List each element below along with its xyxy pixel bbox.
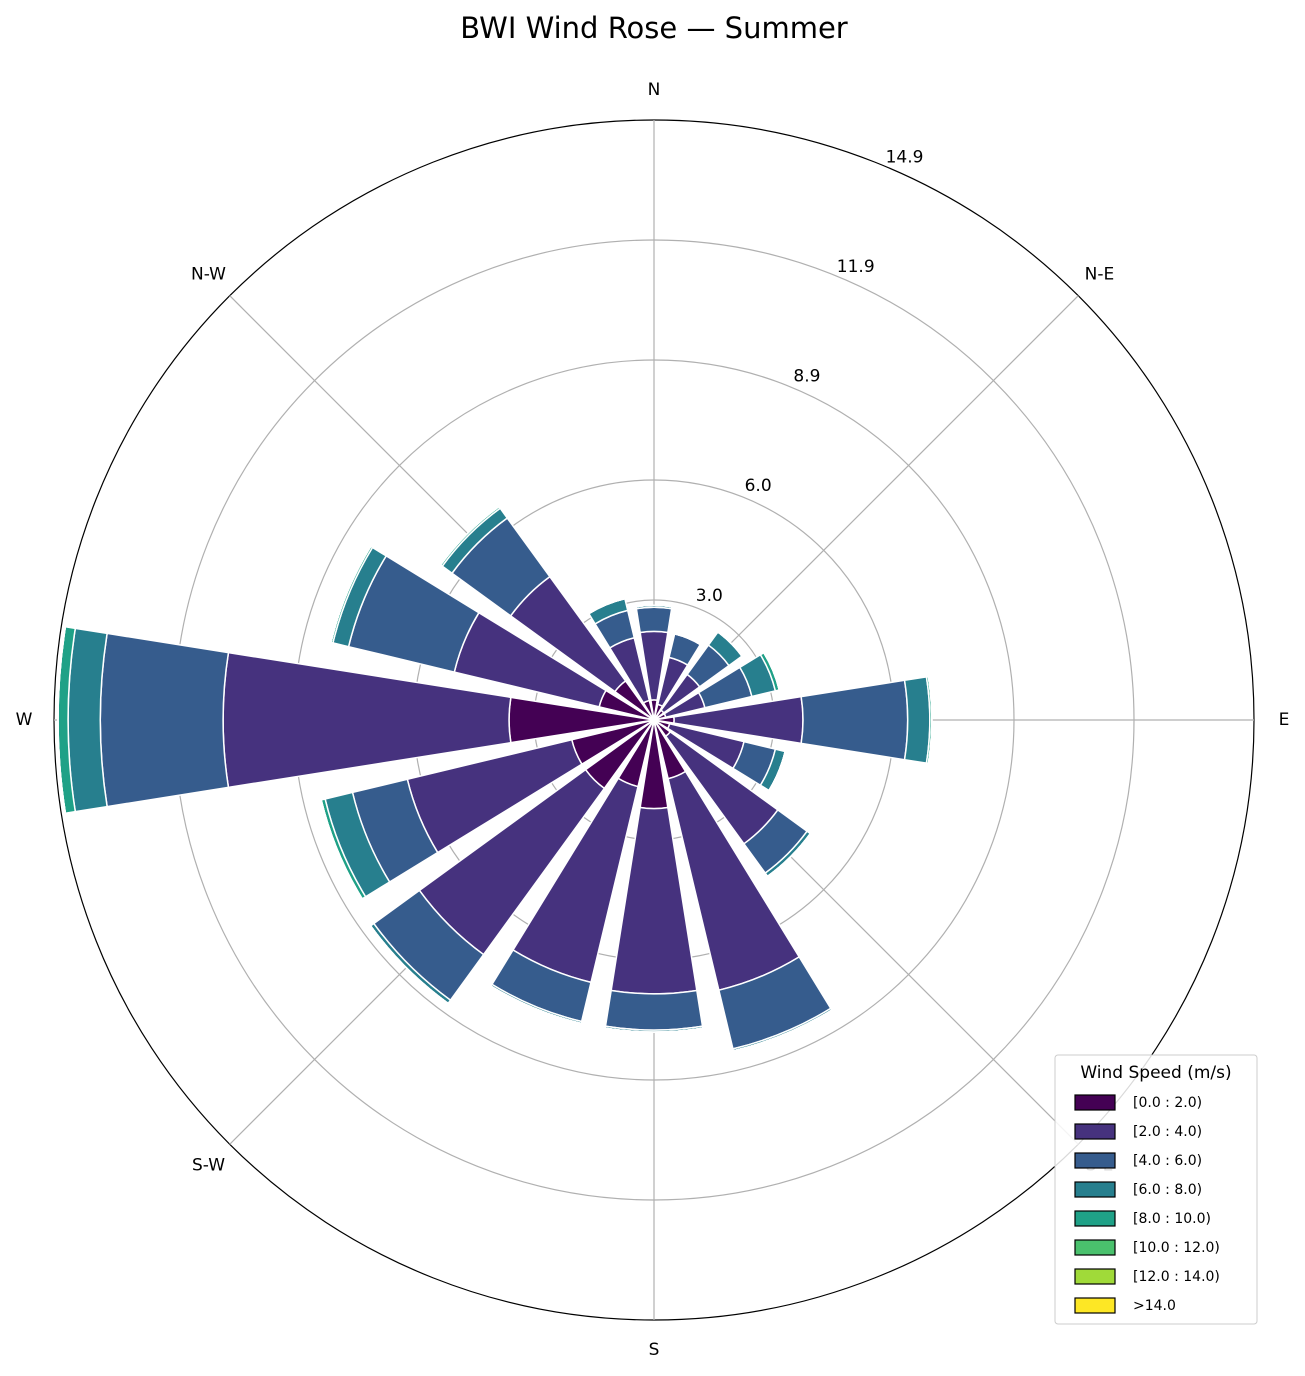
legend-swatch [1074, 1152, 1116, 1169]
legend: Wind Speed (m/s) [0.0 : 2.0) [2.0 : 4.0) [… [1054, 1054, 1258, 1325]
legend-box [1054, 1054, 1258, 1325]
legend-swatch [1074, 1210, 1116, 1227]
legend-label: [2.0 : 4.0) [1133, 1124, 1202, 1140]
bar-segment [604, 989, 704, 1031]
direction-label: S-W [192, 1155, 225, 1175]
direction-label: N [648, 80, 661, 100]
direction-label: E [1279, 710, 1290, 730]
direction-label: S [649, 1340, 660, 1360]
legend-label: [6.0 : 8.0) [1133, 1182, 1202, 1198]
bar-segment [369, 925, 449, 1005]
bar-segment [903, 675, 931, 765]
bar-segment [717, 631, 743, 657]
r-tick-label: 11.9 [837, 257, 875, 277]
legend-swatch [1074, 1268, 1116, 1285]
legend-swatch [1074, 1239, 1116, 1256]
direction-label: W [16, 710, 33, 730]
legend-label: [10.0 : 12.0) [1133, 1240, 1220, 1256]
r-tick-label: 6.0 [745, 476, 772, 496]
bar-segment [99, 632, 230, 808]
bar-segment [674, 633, 701, 646]
legend-label: [0.0 : 2.0) [1133, 1095, 1202, 1111]
legend-title: Wind Speed (m/s) [1080, 1063, 1231, 1083]
direction-label: N-E [1085, 265, 1115, 285]
legend-swatch [1074, 1123, 1116, 1140]
direction-label: N-W [191, 265, 226, 285]
legend-label: [4.0 : 6.0) [1133, 1153, 1202, 1169]
bar-segment [635, 606, 673, 634]
bar-segment [635, 604, 673, 608]
bar-segment [605, 1027, 703, 1033]
legend-label: [8.0 : 10.0) [1133, 1211, 1211, 1227]
bar-segment [763, 652, 781, 691]
legend-swatch [1074, 1094, 1116, 1111]
bar-segment [800, 679, 909, 761]
legend-label: >14.0 [1133, 1298, 1176, 1314]
legend-swatch [1074, 1297, 1116, 1314]
chart-title: BWI Wind Rose — Summer [460, 11, 848, 45]
legend-label: [12.0 : 14.0) [1133, 1269, 1220, 1285]
r-tick-label: 8.9 [793, 367, 820, 387]
r-tick-label: 14.9 [886, 147, 924, 167]
r-tick-label: 3.0 [696, 586, 723, 606]
legend-swatch [1074, 1181, 1116, 1198]
